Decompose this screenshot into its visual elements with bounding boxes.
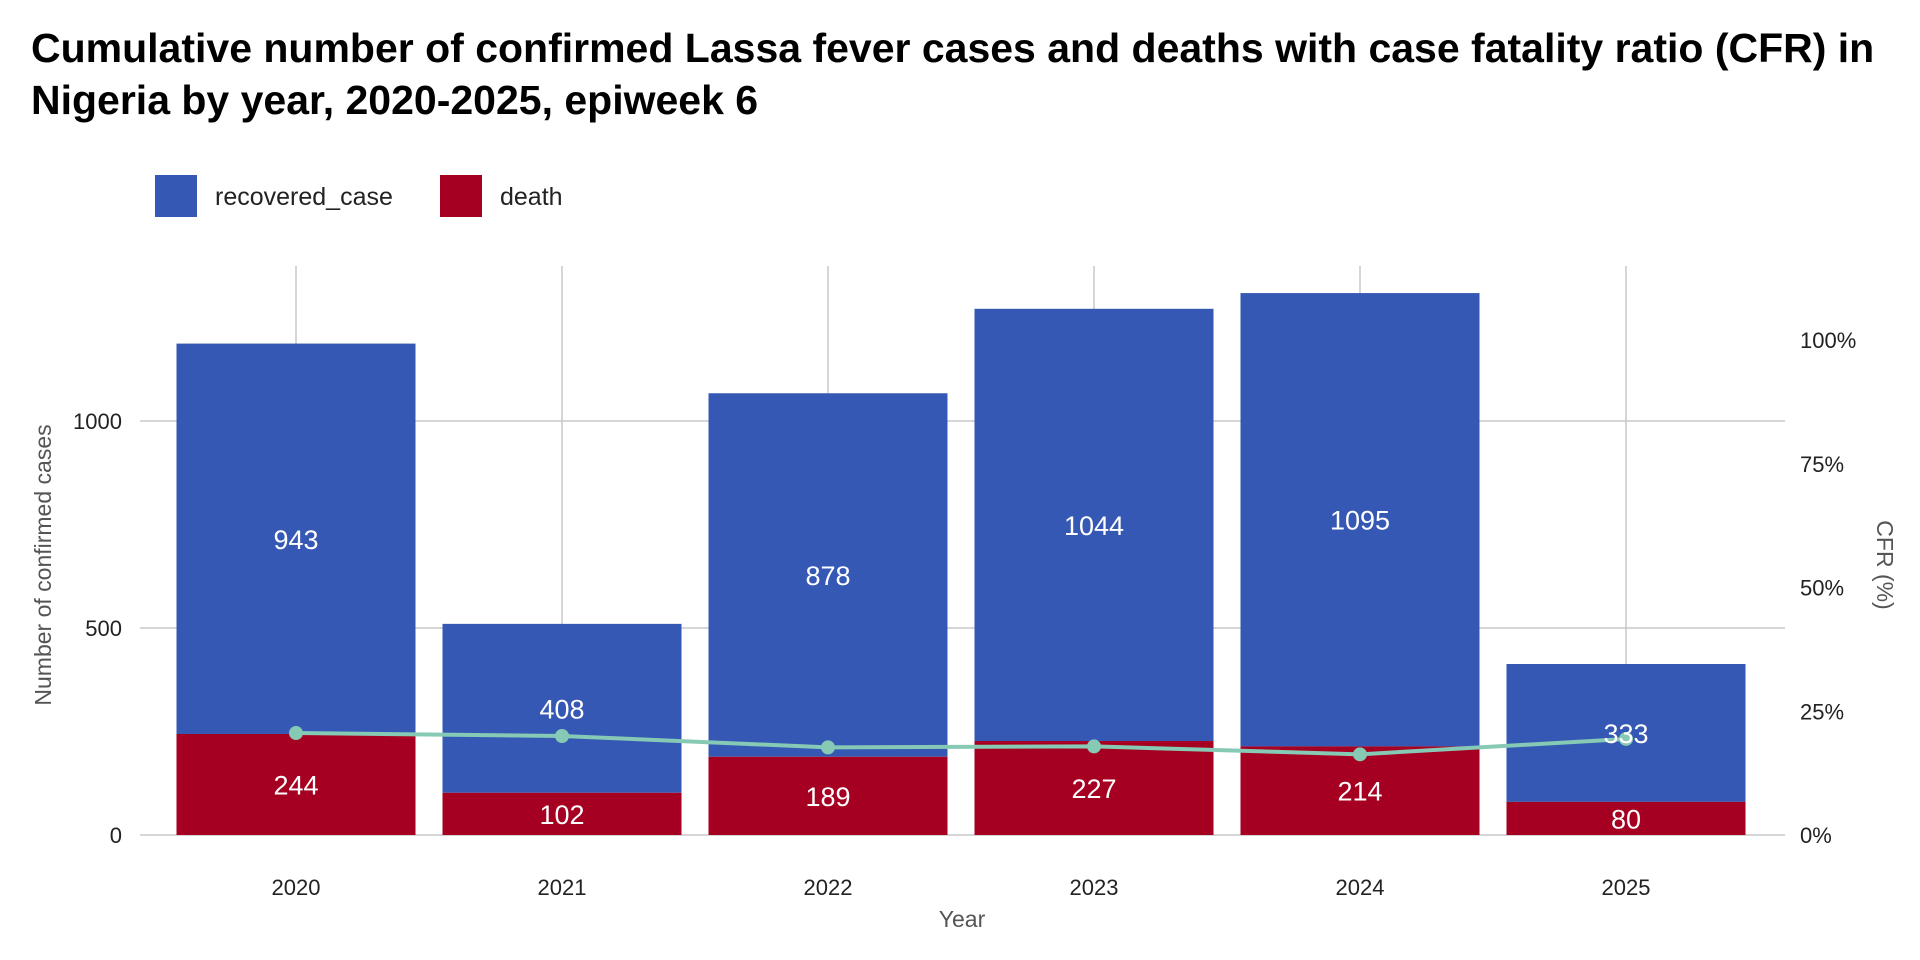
legend: recovered_case death: [155, 175, 563, 217]
x-tick-label: 2020: [272, 875, 321, 900]
data-labels: 943 244 408 102 878 189 1044 227 1095 214 333 80: [273, 506, 1648, 835]
y2-tick-label: 25%: [1800, 699, 1844, 724]
bar-death: [974, 741, 1214, 835]
y2-tick-label: 50%: [1800, 576, 1844, 601]
data-label-recovered: 333: [1603, 719, 1648, 749]
cfr-point: [289, 726, 303, 741]
y-tick-label: 1000: [73, 409, 122, 434]
x-axis-label: Year: [939, 906, 986, 932]
y-tick-label: 500: [85, 616, 122, 641]
legend-swatch: [440, 175, 482, 217]
data-label-death: 80: [1611, 804, 1641, 834]
bar-death: [176, 733, 416, 835]
x-tick-label: 2025: [1602, 875, 1651, 900]
cfr-point: [1087, 739, 1101, 754]
axes: 0 500 1000 2020 2021 2022 2023 2024 2025 0% 25% 50%…: [30, 328, 1898, 932]
cfr-point: [1619, 731, 1633, 746]
data-label-recovered: 1044: [1064, 511, 1124, 541]
x-tick-label: 2022: [804, 875, 853, 900]
y2-tick-label: 100%: [1800, 328, 1856, 353]
x-tick-label: 2021: [538, 875, 587, 900]
bar-death: [708, 756, 948, 835]
y-tick-label: 0: [110, 823, 122, 848]
bar-death: [442, 792, 682, 835]
legend-label: recovered_case: [215, 183, 393, 211]
bar-recovered-case: [974, 308, 1214, 742]
cfr-point: [821, 740, 835, 755]
bar-recovered-case: [1240, 293, 1480, 747]
data-label-recovered: 878: [805, 561, 850, 591]
bar-recovered-case: [442, 623, 682, 793]
cfr-line-path: [295, 731, 1627, 757]
data-label-recovered: 1095: [1330, 506, 1390, 536]
data-label-death: 102: [539, 800, 584, 830]
data-label-death: 227: [1071, 774, 1116, 804]
y2-tick-label: 0%: [1800, 823, 1832, 848]
cfr-point: [555, 729, 569, 743]
bar-recovered-case: [708, 393, 948, 757]
data-label-death: 214: [1337, 777, 1382, 807]
y2-axis-label: CFR (%): [1872, 520, 1898, 609]
data-label-death: 244: [273, 770, 318, 800]
legend-label: death: [500, 183, 563, 211]
bar-recovered-case: [176, 343, 416, 734]
y2-tick-label: 75%: [1800, 452, 1844, 477]
bars: [176, 293, 1746, 835]
x-tick-label: 2023: [1070, 875, 1119, 900]
cfr-point: [1353, 747, 1367, 762]
y-axis-label: Number of confirmed cases: [30, 424, 56, 705]
x-tick-label: 2024: [1336, 875, 1385, 900]
data-label-recovered: 408: [539, 694, 584, 724]
legend-swatch: [155, 175, 197, 217]
chart-title: Cumulative number of confirmed Lassa fev…: [31, 25, 1875, 123]
data-label-death: 189: [805, 782, 850, 812]
data-label-recovered: 943: [273, 525, 318, 555]
cfr-line: [289, 726, 1633, 762]
bar-death: [1506, 801, 1746, 835]
